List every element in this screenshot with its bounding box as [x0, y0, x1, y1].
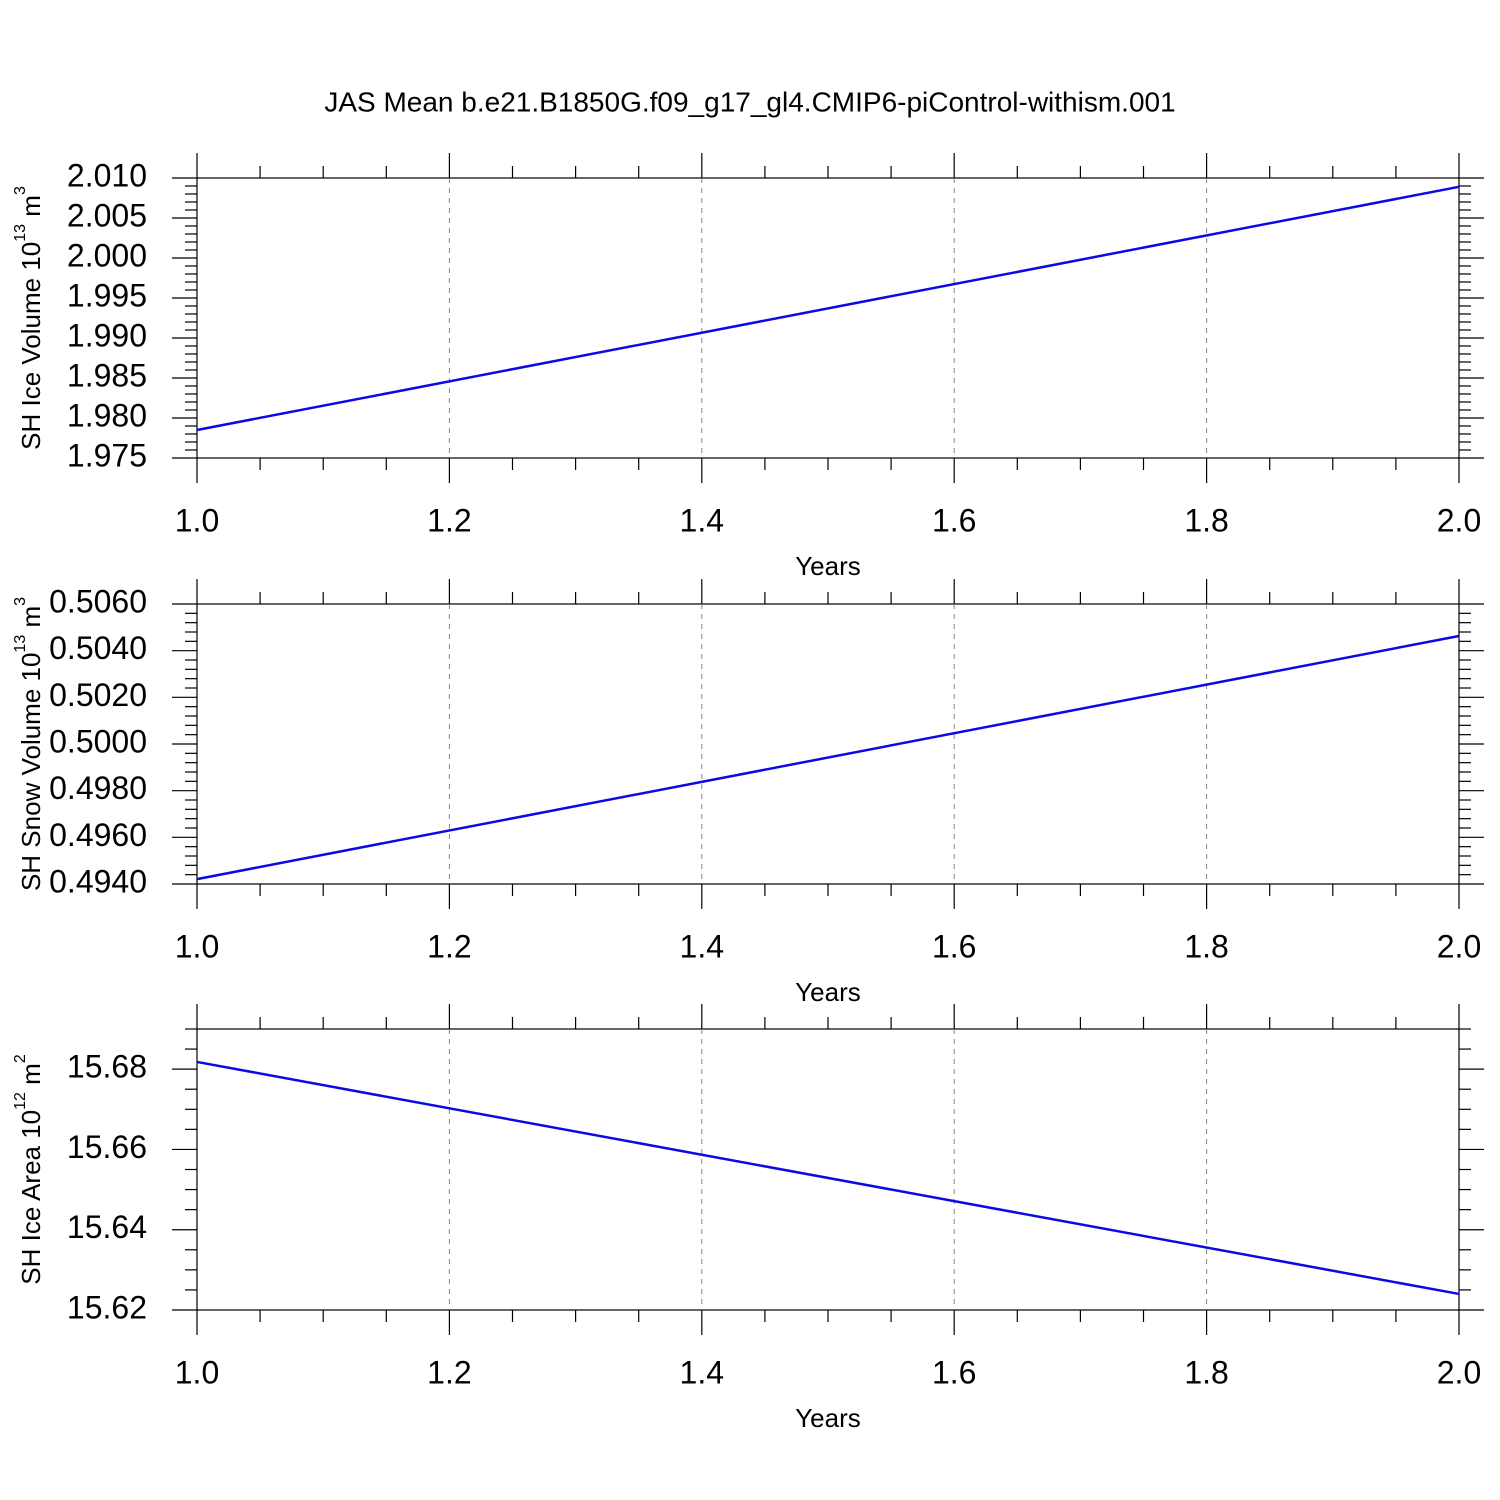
- y-tick-label: 15.62: [67, 1289, 147, 1325]
- x-tick-label: 1.2: [427, 1354, 471, 1390]
- y-axis-label-part: SH Ice Area 10: [16, 1110, 46, 1285]
- x-tick-label: 1.0: [175, 502, 219, 538]
- x-tick-label: 1.0: [175, 1354, 219, 1390]
- y-tick-label: 1.995: [67, 277, 147, 313]
- data-line: [196, 1060, 1460, 1296]
- x-tick-label: 1.4: [680, 1354, 724, 1390]
- y-tick-label: 0.4980: [49, 770, 147, 806]
- x-axis-label: Years: [795, 551, 861, 581]
- x-tick-label: 1.8: [1184, 1354, 1228, 1390]
- plot-frame: [196, 1028, 1460, 1311]
- x-tick-label: 2.0: [1437, 1354, 1481, 1390]
- y-tick-label: 15.66: [67, 1129, 147, 1165]
- y-tick-label: 0.4940: [49, 863, 147, 899]
- y-axis-label: SH Snow Volume 1013 m3: [12, 597, 46, 891]
- data-line: [196, 634, 1460, 881]
- x-tick-label: 1.6: [932, 1354, 976, 1390]
- y-axis-label-part: 2: [12, 1054, 29, 1063]
- y-tick-label: 1.985: [67, 357, 147, 393]
- x-tick-label: 2.0: [1437, 502, 1481, 538]
- y-axis-label-part: 3: [12, 597, 29, 606]
- y-axis-label-part: SH Ice Volume 10: [16, 242, 46, 450]
- y-axis-label-part: 3: [12, 186, 29, 195]
- y-tick-label: 2.010: [67, 157, 147, 193]
- y-axis-label-part: SH Snow Volume 10: [16, 653, 46, 891]
- y-axis-label: SH Ice Area 1012 m2: [12, 1054, 46, 1285]
- y-axis-label-part: m: [16, 606, 46, 635]
- x-tick-label: 1.2: [427, 928, 471, 964]
- y-axis-label: SH Ice Volume 1013 m3: [12, 186, 46, 450]
- y-tick-label: 2.000: [67, 237, 147, 273]
- x-axis-label: Years: [795, 977, 861, 1007]
- y-tick-label: 1.975: [67, 437, 147, 473]
- x-tick-label: 1.0: [175, 928, 219, 964]
- y-tick-label: 15.68: [67, 1049, 147, 1085]
- x-tick-label: 1.8: [1184, 928, 1228, 964]
- y-tick-label: 1.980: [67, 397, 147, 433]
- y-tick-label: 0.4960: [49, 817, 147, 853]
- y-tick-label: 15.64: [67, 1209, 147, 1245]
- y-axis-label-part: 12: [12, 1092, 29, 1110]
- y-tick-label: 2.005: [67, 197, 147, 233]
- y-axis-label-part: m: [16, 195, 46, 224]
- y-axis-label-part: 13: [12, 224, 29, 242]
- x-tick-label: 2.0: [1437, 928, 1481, 964]
- x-tick-label: 1.6: [932, 502, 976, 538]
- data-line: [196, 185, 1460, 432]
- y-axis-label-part: 13: [12, 635, 29, 653]
- y-axis-label-part: m: [16, 1063, 46, 1092]
- x-axis-label: Years: [795, 1403, 861, 1433]
- x-tick-label: 1.4: [680, 928, 724, 964]
- y-tick-label: 0.5040: [49, 630, 147, 666]
- x-tick-label: 1.4: [680, 502, 724, 538]
- y-tick-label: 0.5000: [49, 723, 147, 759]
- y-tick-label: 1.990: [67, 317, 147, 353]
- x-tick-label: 1.8: [1184, 502, 1228, 538]
- plot-frame: [196, 177, 1460, 459]
- figure-title: JAS Mean b.e21.B1850G.f09_g17_gl4.CMIP6-…: [324, 86, 1175, 117]
- x-tick-label: 1.2: [427, 502, 471, 538]
- y-tick-label: 0.5060: [49, 583, 147, 619]
- x-tick-label: 1.6: [932, 928, 976, 964]
- y-tick-label: 0.5020: [49, 677, 147, 713]
